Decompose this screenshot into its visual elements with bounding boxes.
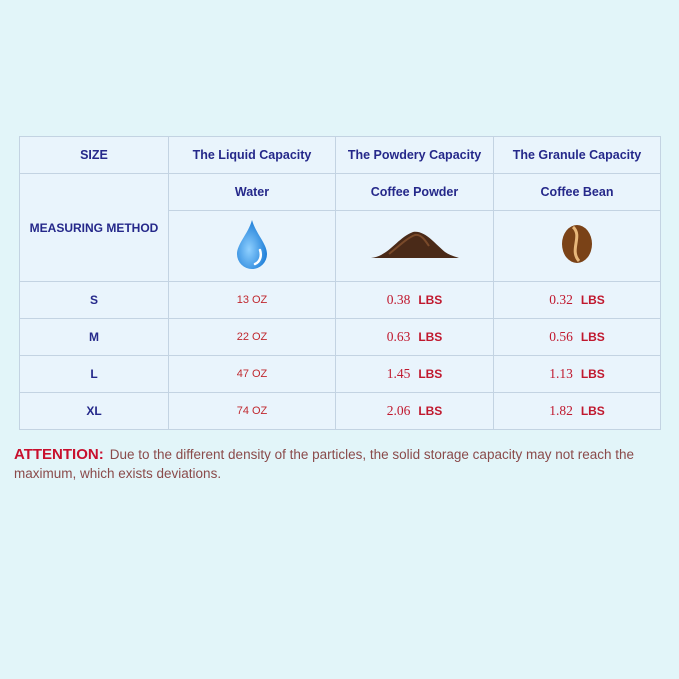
- powder-value: 0.63: [386, 329, 411, 344]
- attention-text: Due to the different density of the part…: [14, 447, 635, 481]
- granule-value: 0.56: [549, 329, 573, 344]
- material-water: Water: [168, 173, 336, 211]
- size-cell: M: [19, 318, 169, 356]
- attention-label: ATTENTION:: [14, 446, 104, 463]
- coffee-powder-icon: [370, 231, 459, 258]
- unit: LBS: [418, 404, 443, 418]
- unit: LBS: [418, 367, 443, 381]
- liquid-cell: 22 OZ: [168, 318, 336, 356]
- material-coffee-powder: Coffee Powder: [335, 173, 494, 211]
- header-size: SIZE: [19, 136, 169, 174]
- granule-value: 1.13: [549, 366, 573, 381]
- unit: LBS: [580, 404, 605, 418]
- water-drop-icon: [237, 219, 267, 269]
- coffee-bean-icon: [562, 224, 592, 263]
- table-row: S 13 OZ 0.38 LBS 0.32 LBS: [19, 281, 661, 319]
- size-cell: L: [19, 355, 169, 393]
- powder-cell: 1.45 LBS: [335, 355, 494, 393]
- unit: LBS: [580, 367, 605, 381]
- header-liquid: The Liquid Capacity: [168, 136, 336, 174]
- granule-cell: 1.82 LBS: [493, 392, 661, 430]
- header-granule: The Granule Capacity: [493, 136, 661, 174]
- material-coffee-bean: Coffee Bean: [493, 173, 661, 211]
- coffee-powder-cell: [335, 210, 494, 282]
- liquid-cell: 74 OZ: [168, 392, 336, 430]
- powder-value: 0.38: [386, 292, 411, 307]
- granule-value: 0.32: [549, 292, 573, 307]
- table-row: L 47 OZ 1.45 LBS 1.13 LBS: [19, 355, 661, 393]
- unit: LBS: [418, 330, 443, 344]
- coffee-bean-cell: [493, 210, 661, 282]
- water-cell: [168, 210, 336, 282]
- granule-cell: 0.32 LBS: [493, 281, 661, 319]
- liquid-cell: 13 OZ: [168, 281, 336, 319]
- powder-cell: 0.38 LBS: [335, 281, 494, 319]
- liquid-cell: 47 OZ: [168, 355, 336, 393]
- granule-cell: 0.56 LBS: [493, 318, 661, 356]
- unit: LBS: [580, 330, 605, 344]
- measuring-method-label: MEASURING METHOD: [19, 173, 169, 282]
- granule-cell: 1.13 LBS: [493, 355, 661, 393]
- capacity-table: SIZE The Liquid Capacity The Powdery Cap…: [19, 136, 661, 430]
- unit: LBS: [580, 293, 605, 307]
- powder-cell: 0.63 LBS: [335, 318, 494, 356]
- attention-note: ATTENTION: Due to the different density o…: [14, 445, 664, 483]
- powder-value: 1.45: [386, 366, 411, 381]
- size-cell: XL: [19, 392, 169, 430]
- size-cell: S: [19, 281, 169, 319]
- header-powdery: The Powdery Capacity: [335, 136, 494, 174]
- unit: LBS: [418, 293, 443, 307]
- table-row: XL 74 OZ 2.06 LBS 1.82 LBS: [19, 392, 661, 430]
- granule-value: 1.82: [549, 403, 573, 418]
- table-row: M 22 OZ 0.63 LBS 0.56 LBS: [19, 318, 661, 356]
- powder-cell: 2.06 LBS: [335, 392, 494, 430]
- powder-value: 2.06: [386, 403, 411, 418]
